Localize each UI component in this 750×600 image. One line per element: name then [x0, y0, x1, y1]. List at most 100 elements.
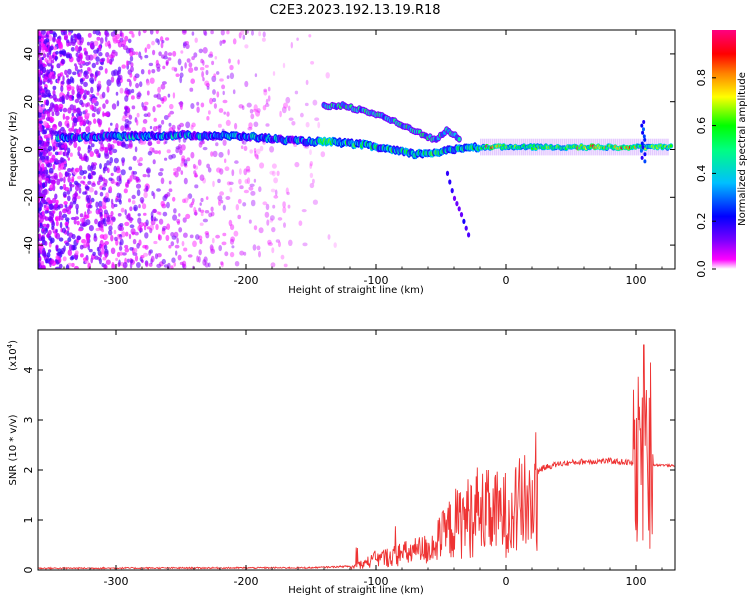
heatmap-noise-cell: [124, 95, 129, 102]
heatmap-noise-cell: [91, 113, 96, 118]
heatmap-spike-cell: [643, 159, 647, 164]
heatmap-noise-cell: [62, 256, 67, 262]
heatmap-noise-cell: [119, 223, 124, 227]
heatmap-noise-cell: [111, 70, 116, 77]
heatmap-noise-cell: [191, 56, 195, 61]
heatmap-noise-cell: [115, 91, 119, 96]
heatmap-noise-cell: [246, 169, 251, 173]
heatmap-noise-cell: [108, 150, 113, 156]
heatmap-noise-cell: [48, 249, 52, 253]
heatmap-noise-cell: [121, 231, 126, 238]
heatmap-noise-cell: [76, 84, 79, 91]
heatmap-noise-cell: [253, 225, 258, 231]
heatmap-noise-cell: [62, 107, 68, 113]
heatmap-noise-cell: [87, 180, 92, 185]
heatmap-noise-cell: [52, 123, 58, 131]
heatmap-noise-cell: [118, 245, 123, 251]
heatmap-noise-cell: [216, 91, 220, 98]
heatmap-noise-cell: [121, 252, 127, 256]
heatmap-noise-cell: [237, 198, 242, 204]
heatmap-noise-cell: [93, 40, 99, 47]
heatmap-noise-cell: [43, 147, 48, 152]
heatmap-noise-cell: [175, 73, 180, 77]
heatmap-noise-cell: [83, 70, 89, 76]
heatmap-noise-cell: [71, 233, 76, 240]
heatmap-noise-cell: [117, 213, 122, 217]
heatmap-noise-cell: [234, 160, 239, 164]
heatmap-noise-cell: [309, 149, 312, 156]
heatmap-noise-cell: [128, 233, 132, 240]
heatmap-noise-cell: [147, 140, 152, 147]
heatmap-noise-cell: [152, 126, 158, 132]
heatmap-noise-cell: [99, 212, 103, 217]
heatmap-noise-cell: [187, 254, 193, 258]
heatmap-noise-cell: [253, 148, 257, 153]
heatmap-noise-cell: [40, 236, 46, 242]
heatmap-noise-cell: [95, 227, 101, 232]
heatmap-noise-cell: [101, 187, 106, 191]
heatmap-noise-cell: [104, 241, 109, 245]
heatmap-noise-cell: [76, 128, 81, 134]
heatmap-noise-cell: [288, 239, 293, 246]
heatmap-lower-branch-cell: [452, 195, 457, 201]
heatmap-noise-cell: [74, 216, 80, 221]
heatmap-noise-cell: [66, 152, 69, 158]
heatmap-noise-cell: [164, 157, 168, 161]
heatmap-noise-cell: [90, 143, 95, 148]
heatmap-noise-cell: [75, 184, 79, 192]
heatmap-noise-cell: [124, 35, 129, 42]
heatmap-noise-cell: [153, 240, 158, 245]
heatmap-noise-cell: [57, 205, 61, 210]
heatmap-noise-cell: [38, 112, 42, 118]
heatmap-noise-cell: [71, 112, 75, 117]
heatmap-noise-cell: [192, 163, 196, 169]
heatmap-noise-cell: [227, 149, 230, 156]
heatmap-noise-cell: [252, 244, 257, 251]
heatmap-noise-cell: [231, 169, 235, 177]
heatmap-noise-cell: [173, 262, 176, 267]
heatmap-noise-cell: [153, 150, 159, 155]
heatmap-noise-cell: [42, 129, 48, 135]
heatmap-noise-cell: [255, 110, 261, 117]
heatmap-noise-cell: [189, 234, 194, 239]
heatmap-noise-cell: [64, 221, 69, 227]
heatmap-noise-cell: [224, 251, 229, 257]
heatmap-noise-cell: [102, 103, 106, 109]
heatmap-noise-cell: [96, 247, 100, 252]
heatmap-noise-cell: [327, 234, 331, 240]
heatmap-noise-cell: [291, 121, 296, 126]
heatmap-branch-cell: [457, 137, 461, 142]
heatmap-noise-cell: [137, 225, 143, 232]
heatmap-noise-cell: [160, 200, 165, 207]
heatmap-noise-cell: [166, 201, 170, 209]
heatmap-noise-cell: [50, 71, 54, 75]
heatmap-noise-cell: [85, 194, 90, 202]
heatmap-noise-cell: [63, 176, 66, 184]
heatmap-noise-cell: [97, 222, 101, 227]
heatmap-noise-cell: [98, 200, 103, 208]
heatmap-noise-cell: [118, 193, 122, 200]
heatmap-noise-cell: [47, 216, 53, 222]
heatmap-noise-cell: [105, 99, 109, 105]
heatmap-noise-cell: [138, 30, 141, 37]
heatmap-noise-cell: [105, 192, 109, 199]
colorbar-tick-label: 0.2: [695, 212, 708, 230]
heatmap-noise-cell: [213, 73, 217, 78]
heatmap-noise-cell: [271, 170, 276, 177]
heatmap-noise-cell: [131, 105, 136, 110]
heatmap-noise-cell: [200, 197, 204, 203]
heatmap-noise-cell: [126, 60, 129, 67]
heatmap-noise-cell: [62, 75, 65, 82]
heatmap-noise-cell: [108, 43, 112, 49]
heatmap-noise-cell: [302, 242, 308, 247]
heatmap-noise-cell: [169, 110, 175, 115]
heatmap-noise-cell: [62, 113, 66, 120]
heatmap-noise-cell: [146, 43, 151, 50]
heatmap-noise-cell: [152, 209, 157, 213]
heatmap-noise-cell: [64, 69, 68, 76]
heatmap-noise-cell: [190, 103, 195, 109]
heatmap-noise-cell: [156, 140, 161, 145]
heatmap-noise-cell: [102, 217, 107, 225]
heatmap-noise-cell: [40, 30, 46, 35]
heatmap-noise-cell: [160, 41, 164, 49]
